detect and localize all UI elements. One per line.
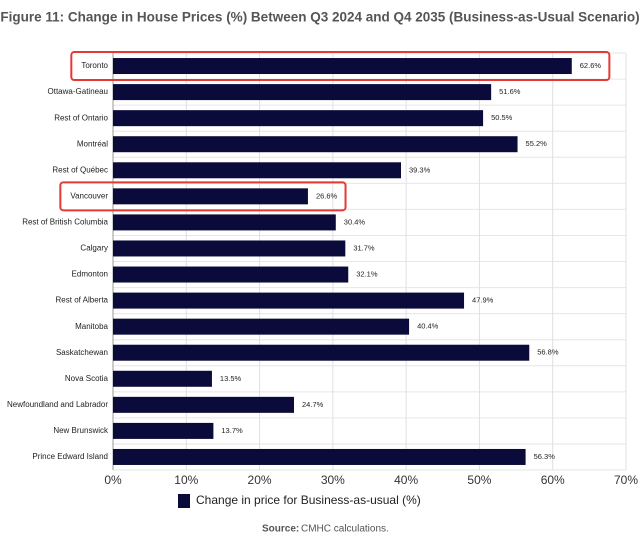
x-tick-label: 30% <box>321 473 345 487</box>
category-label: Rest of Québec <box>52 165 108 174</box>
legend-label: Change in price for Business-as-usual (%… <box>196 493 421 507</box>
bar <box>113 84 492 101</box>
bar <box>113 162 402 179</box>
legend-swatch <box>178 494 190 508</box>
bar <box>113 448 526 465</box>
value-label: 31.7% <box>353 243 375 252</box>
value-label: 32.1% <box>356 270 378 279</box>
bar <box>113 344 530 361</box>
x-tick-label: 60% <box>541 473 565 487</box>
category-label: Saskatchewan <box>56 348 108 357</box>
bar <box>113 422 214 439</box>
chart-title: Figure 11: Change in House Prices (%) Be… <box>0 10 639 25</box>
category-label: Rest of Alberta <box>56 296 109 305</box>
bar <box>113 370 212 387</box>
highlight-box <box>59 181 347 212</box>
value-label: 30.4% <box>344 217 366 226</box>
source-label: Source: <box>262 524 299 535</box>
value-label: 56.3% <box>534 452 556 461</box>
category-label: Ottawa-Gatineau <box>48 87 108 96</box>
category-label: Rest of Ontario <box>54 113 108 122</box>
category-label: Montréal <box>77 139 108 148</box>
category-label: Edmonton <box>72 270 108 279</box>
value-label: 62.6% <box>580 61 602 70</box>
x-tick-label: 0% <box>104 473 122 487</box>
x-tick-label: 40% <box>394 473 418 487</box>
value-label: 56.8% <box>537 348 559 357</box>
value-label: 47.9% <box>472 296 494 305</box>
category-label: New Brunswick <box>53 426 109 435</box>
bar <box>113 136 518 153</box>
value-label: 55.2% <box>526 139 548 148</box>
value-label: 39.3% <box>409 165 431 174</box>
bar <box>113 240 346 257</box>
value-label: 24.7% <box>302 400 324 409</box>
bar <box>113 396 295 413</box>
value-label: 50.5% <box>491 113 513 122</box>
category-label: Rest of British Columbia <box>22 218 108 227</box>
x-tick-label: 50% <box>467 473 491 487</box>
bar <box>113 188 308 205</box>
value-label: 51.6% <box>499 87 521 96</box>
value-label: 13.5% <box>220 374 242 383</box>
category-label: Calgary <box>80 244 108 253</box>
bar <box>113 58 572 75</box>
category-label: Prince Edward Island <box>32 452 108 461</box>
bar <box>113 110 484 127</box>
bar <box>113 292 465 309</box>
category-label: Newfoundland and Labrador <box>7 400 108 409</box>
bar <box>113 214 336 231</box>
value-label: 13.7% <box>221 426 243 435</box>
bar <box>113 266 349 283</box>
value-label: 40.4% <box>417 322 439 331</box>
highlight-box <box>70 51 611 82</box>
category-label: Manitoba <box>75 322 108 331</box>
value-label: 26.6% <box>316 191 338 200</box>
category-label: Nova Scotia <box>65 374 109 383</box>
source: CMHC calculations. <box>301 524 389 535</box>
x-tick-label: 70% <box>614 473 638 487</box>
bar <box>113 318 410 335</box>
category-label: Vancouver <box>70 191 108 200</box>
x-tick-label: 20% <box>248 473 272 487</box>
category-label: Toronto <box>81 61 108 70</box>
x-tick-label: 10% <box>174 473 198 487</box>
